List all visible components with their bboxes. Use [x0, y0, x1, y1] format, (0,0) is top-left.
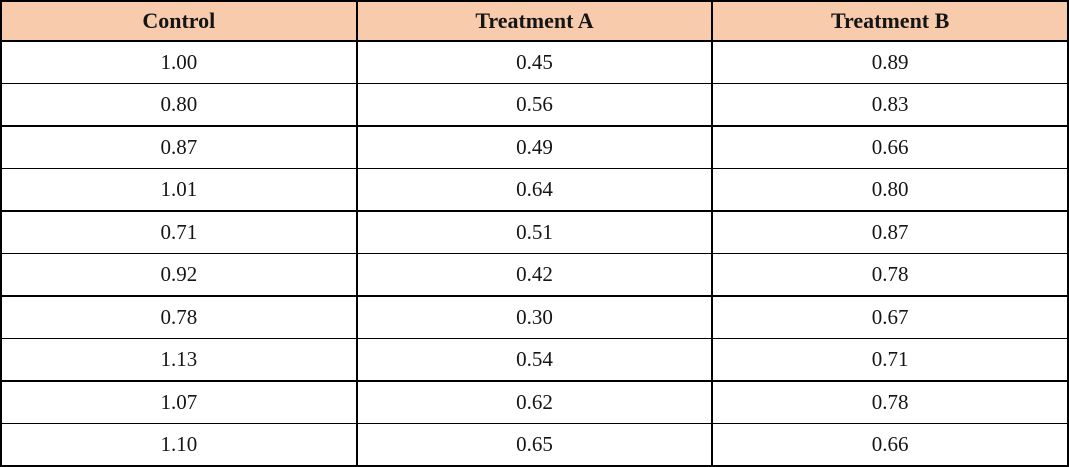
table-row: 0.71 0.51 0.87 [0, 210, 1069, 254]
table-cell: 0.66 [711, 125, 1069, 169]
table-cell: 0.64 [355, 168, 714, 212]
table-cell: 0.92 [0, 253, 358, 297]
table-cell: 0.87 [0, 125, 358, 169]
table-cell: 0.78 [711, 380, 1069, 424]
table-cell: 1.10 [0, 423, 358, 467]
table-cell: 0.49 [355, 125, 714, 169]
table-cell: 0.87 [711, 210, 1069, 254]
table-cell: 0.78 [0, 295, 358, 339]
table-cell: 0.54 [355, 338, 714, 382]
table-cell: 0.89 [711, 40, 1069, 84]
table-cell: 0.66 [711, 423, 1069, 467]
table-head: Control Treatment A Treatment B [0, 0, 1069, 42]
table-row: 1.01 0.64 0.80 [0, 168, 1069, 212]
table-cell: 0.71 [0, 210, 358, 254]
table-row: 1.07 0.62 0.78 [0, 380, 1069, 424]
table-cell: 0.78 [711, 253, 1069, 297]
table-row: 0.78 0.30 0.67 [0, 295, 1069, 339]
table-cell: 0.30 [355, 295, 714, 339]
table-cell: 0.80 [711, 168, 1069, 212]
column-header-treatment-a: Treatment A [355, 0, 714, 42]
table-cell: 1.01 [0, 168, 358, 212]
table-cell: 0.65 [355, 423, 714, 467]
table-row: 1.10 0.65 0.66 [0, 423, 1069, 467]
table-cell: 0.56 [355, 83, 714, 127]
table-row: 1.00 0.45 0.89 [0, 40, 1069, 84]
table-cell: 0.45 [355, 40, 714, 84]
table-body: 1.00 0.45 0.89 0.80 0.56 0.83 0.87 0.49 0.66 1.01… [0, 40, 1069, 467]
header-row: Control Treatment A Treatment B [0, 0, 1069, 42]
table-cell: 0.51 [355, 210, 714, 254]
table-cell: 1.13 [0, 338, 358, 382]
table-cell: 0.71 [711, 338, 1069, 382]
table-cell: 0.83 [711, 83, 1069, 127]
column-header-treatment-b: Treatment B [711, 0, 1069, 42]
table-cell: 0.67 [711, 295, 1069, 339]
table-cell: 0.62 [355, 380, 714, 424]
table-cell: 0.42 [355, 253, 714, 297]
table-row: 0.87 0.49 0.66 [0, 125, 1069, 169]
table-row: 0.92 0.42 0.78 [0, 253, 1069, 297]
table-cell: 0.80 [0, 83, 358, 127]
table-row: 0.80 0.56 0.83 [0, 83, 1069, 127]
column-header-control: Control [0, 0, 358, 42]
table-cell: 1.07 [0, 380, 358, 424]
table-cell: 1.00 [0, 40, 358, 84]
table-row: 1.13 0.54 0.71 [0, 338, 1069, 382]
